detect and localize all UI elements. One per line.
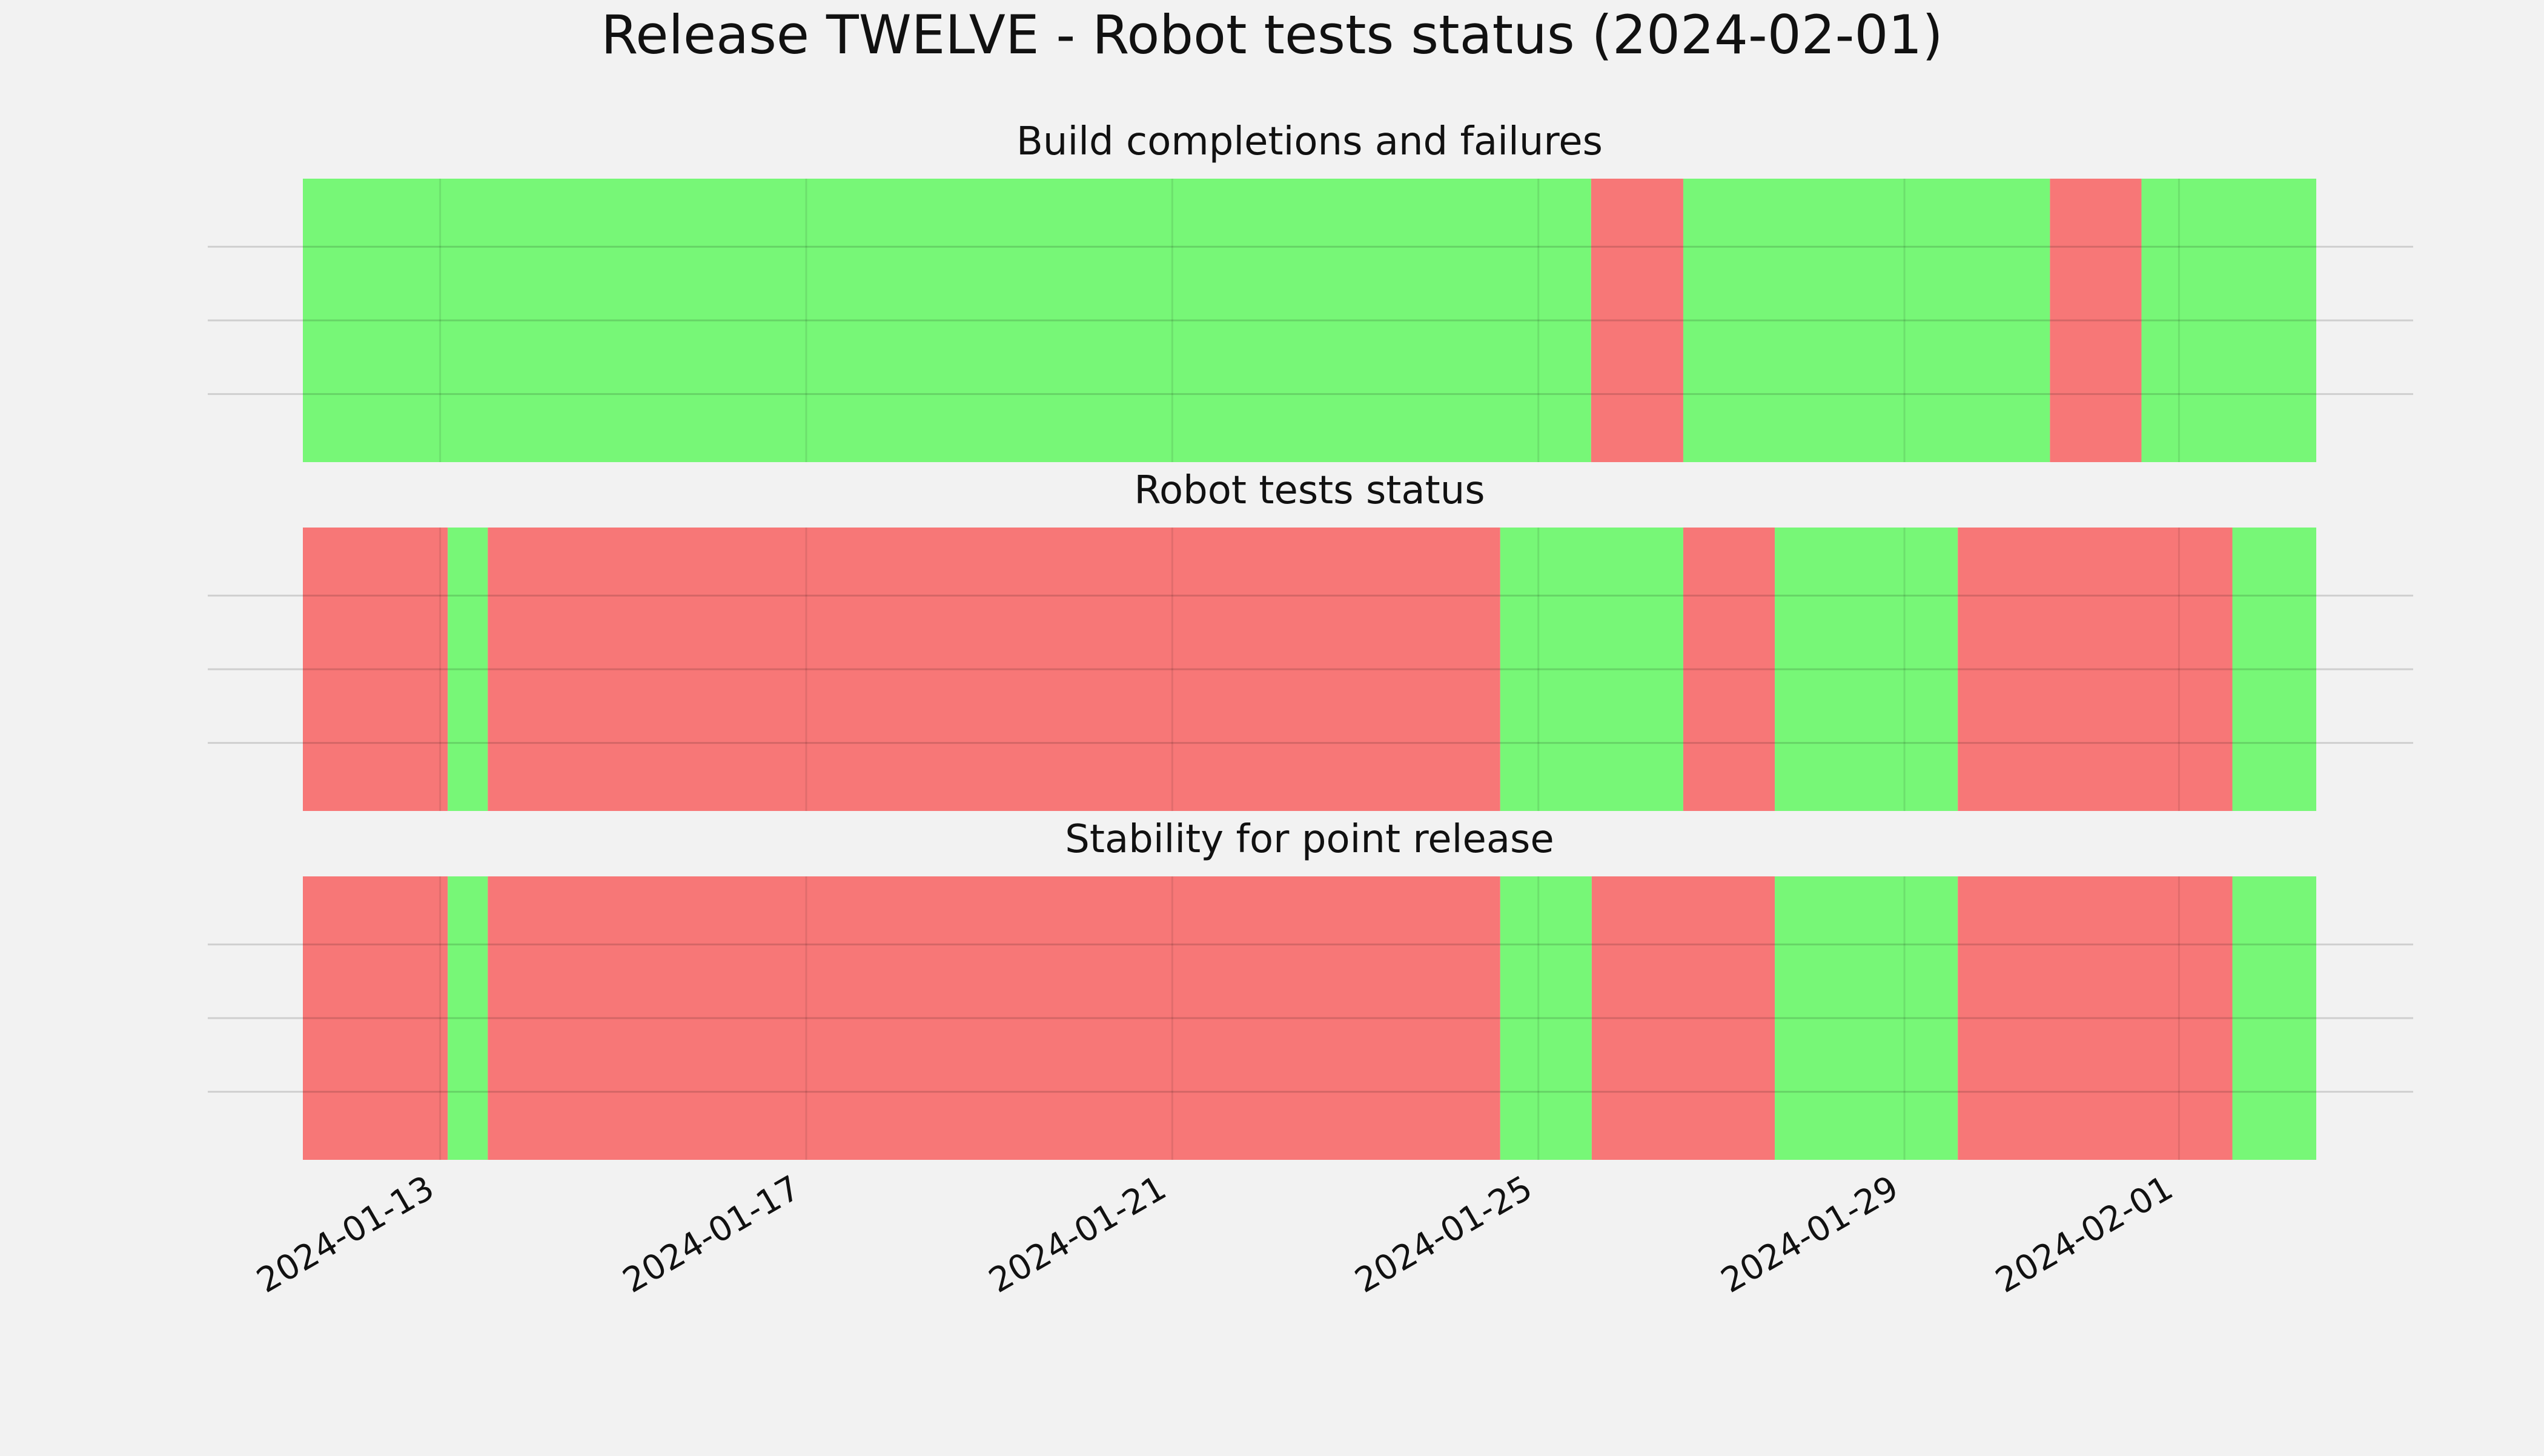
status-segment-pass bbox=[303, 179, 1591, 462]
x-tick-label: 2024-01-13 bbox=[250, 1168, 440, 1301]
status-segment-pass bbox=[2232, 528, 2316, 811]
status-segment-pass bbox=[2141, 179, 2316, 462]
chart-title: Release TWELVE - Robot tests status (202… bbox=[601, 4, 1943, 66]
x-tick-label: 2024-02-01 bbox=[1989, 1168, 2179, 1301]
x-tick-label: 2024-01-25 bbox=[1348, 1168, 1539, 1301]
panel-title: Robot tests status bbox=[1134, 468, 1485, 513]
status-segment-pass bbox=[1500, 528, 1683, 811]
status-segment-fail bbox=[1683, 528, 1775, 811]
status-segment-fail bbox=[488, 528, 1500, 811]
x-tick-label: 2024-01-29 bbox=[1715, 1168, 1905, 1301]
status-segment-fail bbox=[1591, 179, 1683, 462]
panel-title: Stability for point release bbox=[1065, 817, 1554, 862]
status-segment-pass bbox=[1683, 179, 2050, 462]
status-segment-pass bbox=[2232, 876, 2316, 1160]
status-segment-fail bbox=[303, 528, 448, 811]
status-segment-pass bbox=[1775, 528, 1958, 811]
status-segment-fail bbox=[1958, 528, 2233, 811]
x-tick-label: 2024-01-21 bbox=[982, 1168, 1173, 1301]
status-segment-pass bbox=[448, 528, 488, 811]
x-tick-label: 2024-01-17 bbox=[617, 1168, 807, 1301]
status-segment-fail bbox=[303, 876, 448, 1160]
status-segment-pass bbox=[1500, 876, 1592, 1160]
status-segment-fail bbox=[2050, 179, 2142, 462]
status-segment-fail bbox=[1591, 876, 1775, 1160]
status-segment-fail bbox=[488, 876, 1500, 1160]
status-segment-fail bbox=[1958, 876, 2233, 1160]
status-segment-pass bbox=[1775, 876, 1958, 1160]
status-segment-pass bbox=[448, 876, 488, 1160]
panel-title: Build completions and failures bbox=[1016, 119, 1603, 164]
